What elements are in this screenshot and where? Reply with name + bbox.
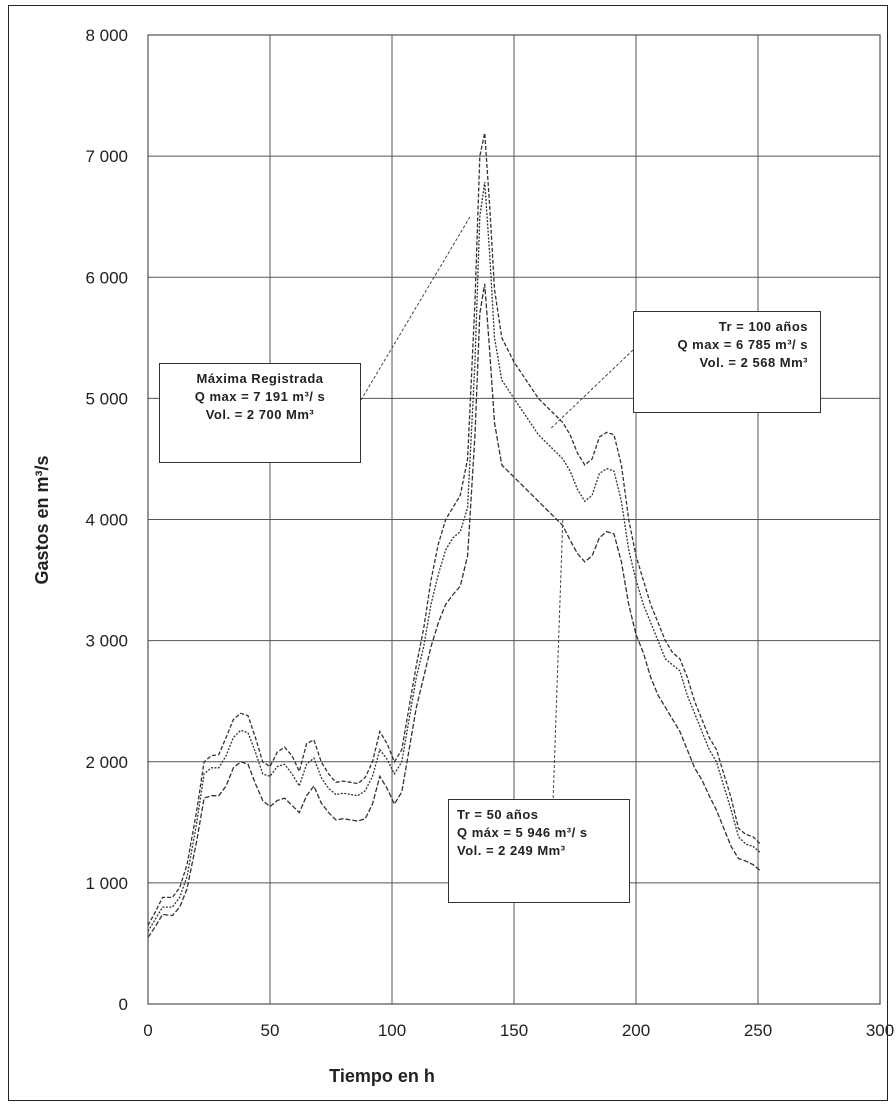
x-tick-labels: 0 50 100 150 200 250 300	[143, 1021, 894, 1040]
annotation-line: Tr = 100 años	[718, 319, 808, 334]
chart-frame	[8, 5, 888, 1101]
y-tick-label: 0	[119, 995, 128, 1014]
annotation-line: Máxima Registrada	[196, 371, 324, 386]
series-lines	[147, 132, 761, 938]
y-tick-label: 8 000	[85, 26, 128, 45]
series-line	[147, 132, 761, 926]
y-tick-label: 1 000	[85, 874, 128, 893]
annotation-maxima-registrada: Máxima Registrada Q max = 7 191 m³/ s Vo…	[159, 363, 361, 463]
annotation-pointers	[360, 216, 634, 804]
x-tick-label: 150	[500, 1021, 528, 1040]
annotation-line: Vol. = 2 700 Mm³	[205, 407, 315, 422]
x-tick-label: 250	[744, 1021, 772, 1040]
x-tick-label: 300	[866, 1021, 894, 1040]
annotation-tr-100: Tr = 100 años Q max = 6 785 m³/ s Vol. =…	[633, 311, 821, 413]
annotation-line: Q máx = 5 946 m³/ s	[457, 825, 588, 840]
series-line	[147, 182, 761, 932]
x-tick-label: 0	[143, 1021, 152, 1040]
y-tick-label: 4 000	[85, 511, 128, 530]
x-tick-label: 50	[261, 1021, 280, 1040]
x-tick-label: 100	[378, 1021, 406, 1040]
annotation-line: Vol. = 2 249 Mm³	[457, 843, 566, 858]
annotation-pointer	[550, 349, 634, 430]
annotation-line: Tr = 50 años	[457, 807, 539, 822]
y-tick-label: 5 000	[85, 389, 128, 408]
y-tick-labels: 0 1 000 2 000 3 000 4 000 5 000 6 000 7 000 8 00…	[85, 26, 128, 1014]
y-axis-label: Gastos en m³/s	[32, 455, 52, 584]
annotation-line: Vol. = 2 568 Mm³	[699, 355, 808, 370]
annotation-pointer	[360, 216, 471, 401]
y-tick-label: 2 000	[85, 753, 128, 772]
x-axis-label: Tiempo en h	[329, 1066, 435, 1086]
annotation-tr-50: Tr = 50 años Q máx = 5 946 m³/ s Vol. = …	[448, 799, 630, 903]
y-tick-label: 6 000	[85, 268, 128, 287]
y-tick-label: 3 000	[85, 632, 128, 651]
annotation-pointer	[552, 519, 564, 804]
x-tick-label: 200	[622, 1021, 650, 1040]
y-tick-label: 7 000	[85, 147, 128, 166]
series-line	[147, 283, 761, 938]
annotation-line: Q max = 7 191 m³/ s	[194, 389, 326, 404]
annotation-line: Q max = 6 785 m³/ s	[677, 337, 808, 352]
